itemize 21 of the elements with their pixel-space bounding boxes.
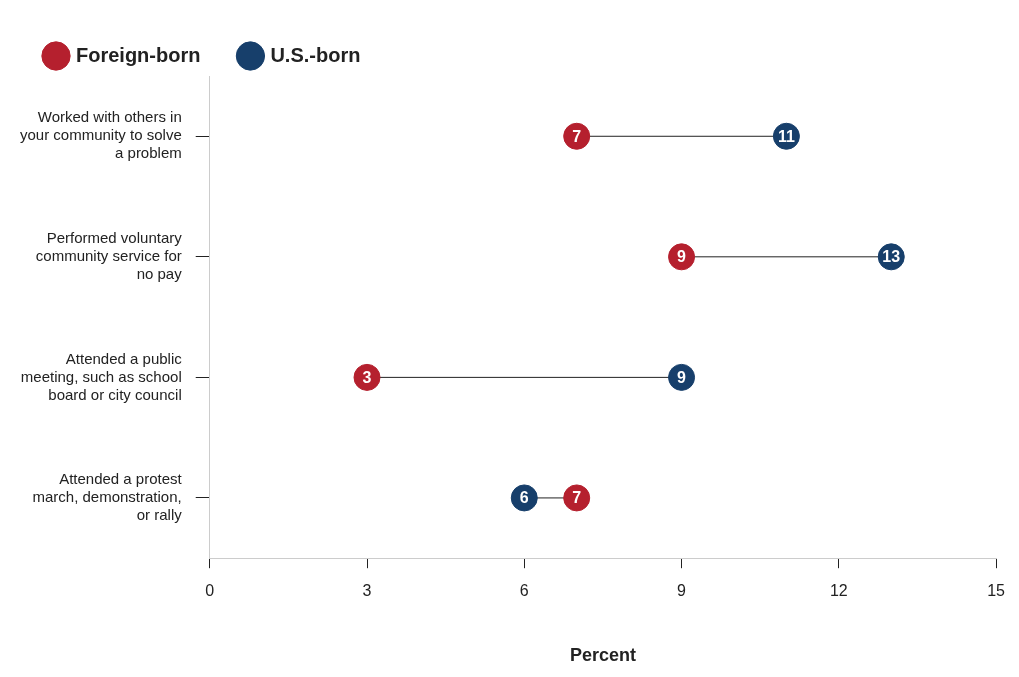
data-label: 9: [677, 248, 687, 266]
data-label: 7: [572, 127, 582, 145]
data-label: 11: [777, 127, 795, 145]
legend-label: U.S.-born: [270, 43, 361, 66]
x-tick-label: 9: [677, 582, 687, 600]
x-tick-label: 12: [829, 582, 848, 600]
y-tick-label: Worked with others in your community to solve a problem: [19, 108, 182, 162]
x-tick-label: 3: [362, 582, 372, 600]
y-tick-label: Performed voluntary community service for no pay: [35, 228, 183, 282]
data-label: 3: [362, 368, 372, 386]
x-axis-title: Percent: [569, 645, 636, 666]
data-label: 13: [882, 248, 901, 266]
data-label: 7: [572, 489, 582, 507]
x-tick-label: 6: [519, 582, 529, 600]
y-tick-label: Attended a protest march, demonstration, or rally: [32, 470, 183, 524]
data-label: 9: [677, 368, 687, 386]
data-label: 6: [519, 489, 529, 507]
x-tick-label: 0: [205, 582, 215, 600]
y-tick-label: Attended a public meeting, such as school board or city council: [20, 349, 183, 403]
legend-label: Foreign-born: [76, 43, 201, 66]
x-tick-label: 15: [987, 582, 1006, 600]
